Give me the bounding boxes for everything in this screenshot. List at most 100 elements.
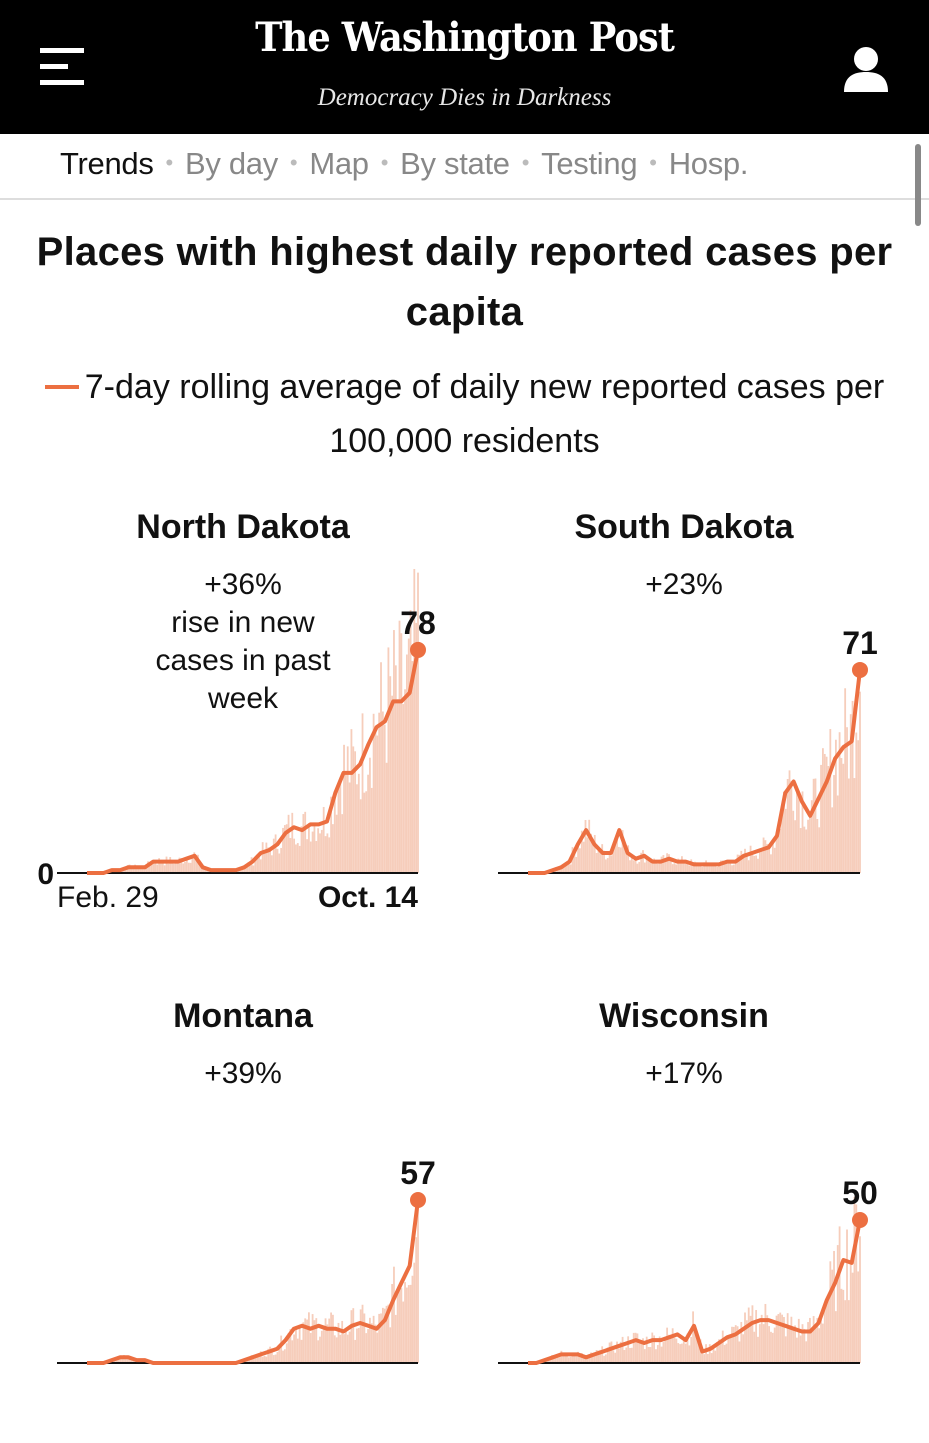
daily-bar [167,863,170,873]
nav-item-by-day[interactable]: By day [184,146,278,181]
daily-bar [263,851,266,873]
daily-bar [662,855,665,873]
daily-bar [610,1341,613,1363]
daily-bar [152,860,155,873]
daily-bar [849,1260,852,1363]
last-value-dot [852,661,868,678]
daily-bar [803,826,806,873]
daily-bar [121,1356,124,1363]
hamburger-menu-icon[interactable] [40,48,86,86]
scrollbar-thumb[interactable] [915,144,921,226]
daily-bar [324,836,327,873]
daily-bar [343,744,345,873]
daily-bar [246,1359,249,1363]
daily-bar [820,1315,822,1363]
daily-bar [400,1287,403,1363]
top-header-bar: The Washington Post Democracy Dies in Da… [0,0,929,134]
daily-bar [823,753,826,873]
daily-bar [590,833,592,873]
daily-bar [407,1285,410,1363]
daily-bar [171,861,173,873]
daily-bar [647,860,650,873]
daily-bar [350,1310,353,1363]
daily-bar [857,1271,860,1363]
daily-bar [640,852,643,873]
nav-item-map[interactable]: Map [309,146,369,181]
daily-bar [822,1323,824,1363]
nav-item-by-state[interactable]: By state [400,146,510,181]
daily-bar [664,860,667,873]
daily-bar [749,1315,752,1363]
daily-bar [319,833,321,873]
last-value-label: 71 [842,625,878,661]
daily-bar [732,864,735,873]
daily-bar [272,838,275,873]
daily-bar [634,859,637,873]
daily-bar [766,843,769,873]
daily-bar [632,860,635,873]
daily-bar [339,783,342,873]
user-account-icon[interactable] [842,46,890,92]
daily-bar [627,1336,630,1363]
daily-bar [176,861,179,873]
daily-bar [237,869,240,873]
daily-bar [701,1353,704,1363]
site-tagline: Democracy Dies in Darkness [317,84,612,111]
daily-bar [271,1348,273,1363]
daily-bar [295,1327,297,1363]
panel-change-wisconsin: +17% [464,1055,904,1093]
daily-bar [306,1319,308,1363]
daily-bar [825,1302,828,1363]
daily-bar [766,1315,769,1363]
daily-bar [417,572,419,873]
daily-bar [721,860,724,873]
daily-bar [370,1323,373,1363]
daily-bar [619,847,622,873]
daily-bar [625,1347,628,1363]
nav-item-hosp[interactable]: Hosp. [668,146,749,181]
panel-title-montana: Montana [173,997,313,1035]
daily-bar [398,620,401,873]
nav-separator: • [521,150,530,175]
daily-bar [189,862,192,873]
daily-bar [853,1196,856,1363]
daily-bar [300,1339,303,1363]
daily-bar [816,1317,819,1363]
daily-bar [124,1356,127,1363]
daily-bar [332,1314,334,1363]
daily-bar [313,822,316,873]
site-logo[interactable]: The Washington Post [255,14,675,61]
daily-bar [732,1326,735,1363]
daily-bar [402,704,405,873]
daily-bar [588,1354,591,1363]
daily-bar [396,1289,399,1363]
daily-bar [595,1350,598,1363]
daily-bar [341,814,344,873]
nav-item-trends[interactable]: Trends [60,146,154,181]
daily-bar [361,713,364,873]
daily-bar [254,859,257,873]
daily-bar [629,860,631,873]
daily-bar [139,866,142,873]
daily-bar [770,1331,772,1363]
daily-bar [630,1347,633,1363]
daily-bar [330,796,332,873]
daily-bar [409,610,412,873]
daily-bar [643,862,646,873]
nav-item-testing[interactable]: Testing [541,146,638,181]
daily-bar [755,855,758,873]
daily-bar [309,1332,312,1363]
daily-bar [191,857,194,873]
daily-bar [339,1334,342,1363]
daily-bar [132,867,135,873]
daily-bar [204,868,207,873]
daily-bar [315,1318,318,1363]
daily-bar [580,830,583,873]
daily-bar [406,1287,408,1363]
daily-bar [150,864,153,873]
daily-bar [731,1326,733,1363]
daily-bar [398,1287,401,1363]
daily-bar [180,858,183,873]
daily-bar [553,1357,555,1363]
panel-change-south-dakota: +23% [464,566,904,604]
